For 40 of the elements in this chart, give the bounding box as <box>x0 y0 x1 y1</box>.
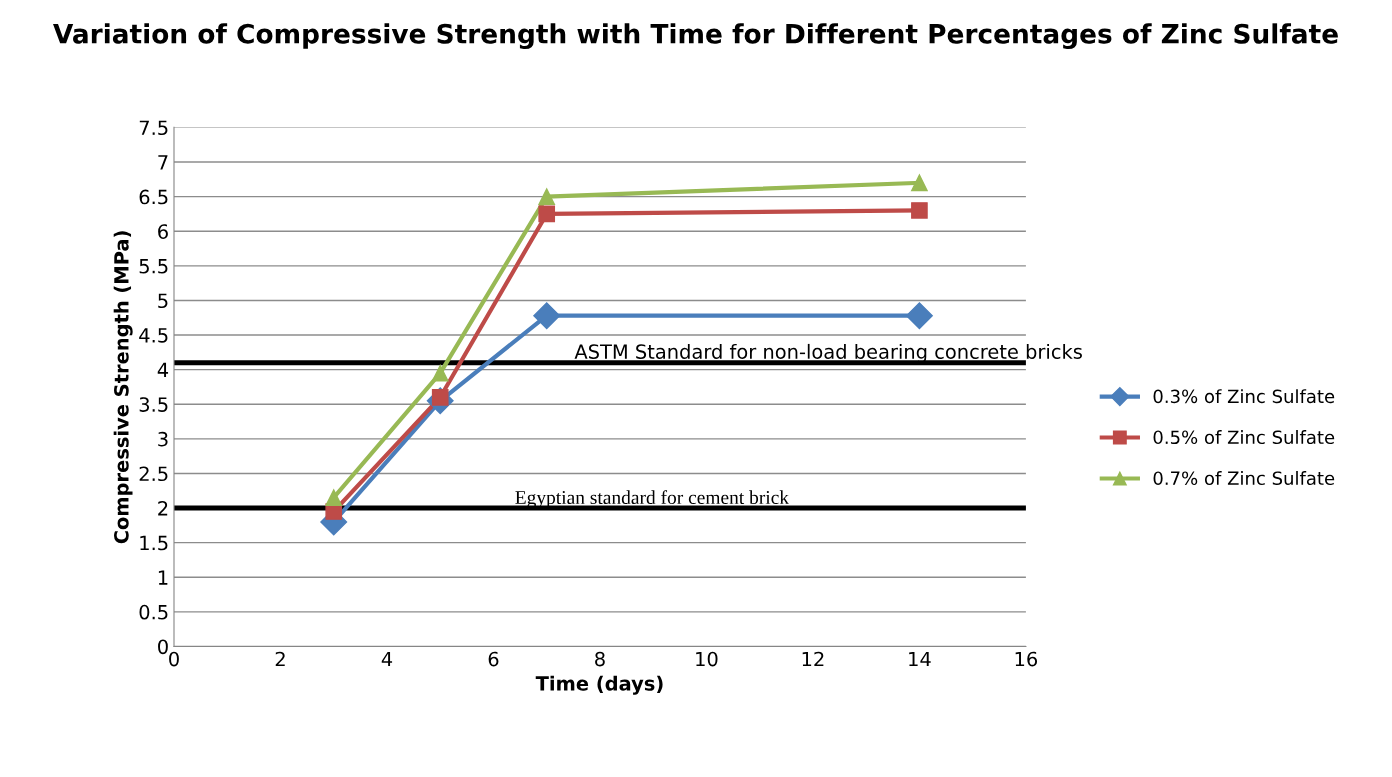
y-tick-label: 4 <box>157 362 169 378</box>
x-tick-label: 10 <box>696 651 718 667</box>
x-tick-label: 6 <box>488 651 499 667</box>
y-tick-label: 2 <box>158 501 168 516</box>
point <box>911 174 928 192</box>
legend-label: 0.3% of Zinc Sulfate <box>1153 389 1335 404</box>
x-tick-label: 0 <box>169 651 179 667</box>
x-tick-label: 14 <box>909 651 931 667</box>
point <box>533 302 561 330</box>
x-axis-title: Time (days) <box>535 675 663 695</box>
y-tick-label: 4.5 <box>139 328 168 343</box>
chart-title: Variation of Compressive Strength with Time for Different Percentages of Zinc Sulfate <box>53 23 1338 50</box>
x-tick-label: 4 <box>381 651 393 667</box>
ref-line-label: ASTM Standard for non-load bearing concrete bricks <box>574 343 1082 363</box>
x-tick-label: 16 <box>1015 651 1038 667</box>
point <box>431 364 449 382</box>
point <box>911 202 928 219</box>
y-tick-label: 0 <box>158 639 168 655</box>
y-tick-label: 7.5 <box>139 120 168 136</box>
y-tick-label: 3 <box>158 431 168 447</box>
y-tick-label: 6.5 <box>139 189 168 205</box>
y-tick-label: 1 <box>158 570 168 585</box>
y-tick-label: 5.5 <box>139 259 168 274</box>
y-tick-label: 0.5 <box>139 604 168 620</box>
y-tick-label: 3.5 <box>139 397 168 412</box>
y-axis-title: Compressive Strength (MPa) <box>113 231 133 544</box>
legend-label: 0.5% of Zinc Sulfate <box>1153 430 1335 445</box>
x-tick-label: 12 <box>802 651 824 667</box>
y-tick-label: 2.5 <box>139 466 168 482</box>
point <box>905 302 933 330</box>
y-tick-label: 7 <box>158 155 168 170</box>
point <box>325 489 343 507</box>
point <box>538 188 556 205</box>
x-tick-label: 2 <box>275 651 285 667</box>
y-tick-label: 1.5 <box>140 535 168 551</box>
point <box>538 205 556 223</box>
legend-label: 0.7% of Zinc Sulfate <box>1153 471 1335 486</box>
y-tick-label: 5 <box>158 293 168 309</box>
y-tick-label: 6 <box>158 224 168 239</box>
x-tick-label: 8 <box>595 651 605 667</box>
